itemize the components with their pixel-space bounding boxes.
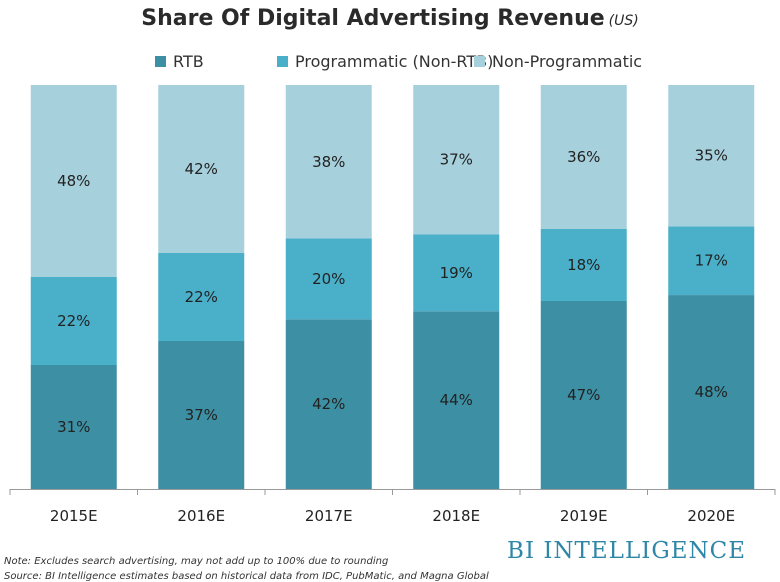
legend-item-non-programmatic: Non-Programmatic [474,52,642,71]
bar-segment [30,365,117,489]
x-tick-label: 2016E [177,507,225,525]
bar-segment [158,341,245,489]
data-label: 22% [185,288,218,306]
legend-swatch-non-programmatic [474,56,485,67]
data-label: 36% [567,148,600,166]
data-label: 42% [185,160,218,178]
legend-item-rtb: RTB [155,52,204,71]
data-label: 42% [312,395,345,413]
legend-item-programmatic-non-rtb: Programmatic (Non-RTB) [277,52,493,71]
data-label: 35% [695,147,728,165]
bar-segment [158,85,245,253]
data-label: 17% [695,252,728,270]
legend-label-programmatic-non-rtb: Programmatic (Non-RTB) [295,52,494,71]
data-label: 37% [185,406,218,424]
data-label: 38% [312,153,345,171]
bar-segment [668,226,755,296]
x-tick-label: 2018E [432,507,480,525]
data-label: 19% [440,264,473,282]
data-label: 44% [440,391,473,409]
x-tick-label: 2015E [50,507,98,525]
bar-segment [413,311,500,489]
bar-segment [413,234,500,312]
data-label: 48% [695,383,728,401]
chart-title-unit: (US) [608,13,639,29]
data-label: 37% [440,151,473,169]
chart-source: Source: BI Intelligence estimates based … [4,571,489,582]
legend-swatch-rtb [155,56,166,67]
x-tick-label: 2017E [305,507,353,525]
bar-segment [540,301,627,489]
chart-title-text: Share Of Digital Advertising Revenue [141,6,605,31]
data-label: 48% [57,172,90,190]
bar-segment [540,229,627,301]
bar-segment [285,238,372,320]
bar-segment [668,85,755,227]
bar-segment [668,295,755,489]
data-label: 47% [567,386,600,404]
bar-segment [285,319,372,489]
x-tick-label: 2019E [560,507,608,525]
data-label: 31% [57,418,90,436]
chart-legend: RTB Programmatic (Non-RTB) Non-Programma… [0,52,780,74]
bar-segment [413,85,500,235]
data-label: 20% [312,270,345,288]
brand-logo: BI INTELLIGENCE [507,538,746,564]
bar-segment [285,85,372,239]
legend-label-rtb: RTB [173,52,204,71]
bar-segment [30,85,117,277]
bar-segment [30,277,117,365]
bar-segment [540,85,627,229]
chart-note: Note: Excludes search advertising, may n… [4,556,389,567]
x-tick-label: 2020E [687,507,735,525]
legend-swatch-programmatic-non-rtb [277,56,288,67]
chart-title: Share Of Digital Advertising Revenue (US) [0,6,780,31]
bar-segment [158,253,245,341]
data-label: 18% [567,256,600,274]
data-label: 22% [57,312,90,330]
legend-label-non-programmatic: Non-Programmatic [492,52,643,71]
